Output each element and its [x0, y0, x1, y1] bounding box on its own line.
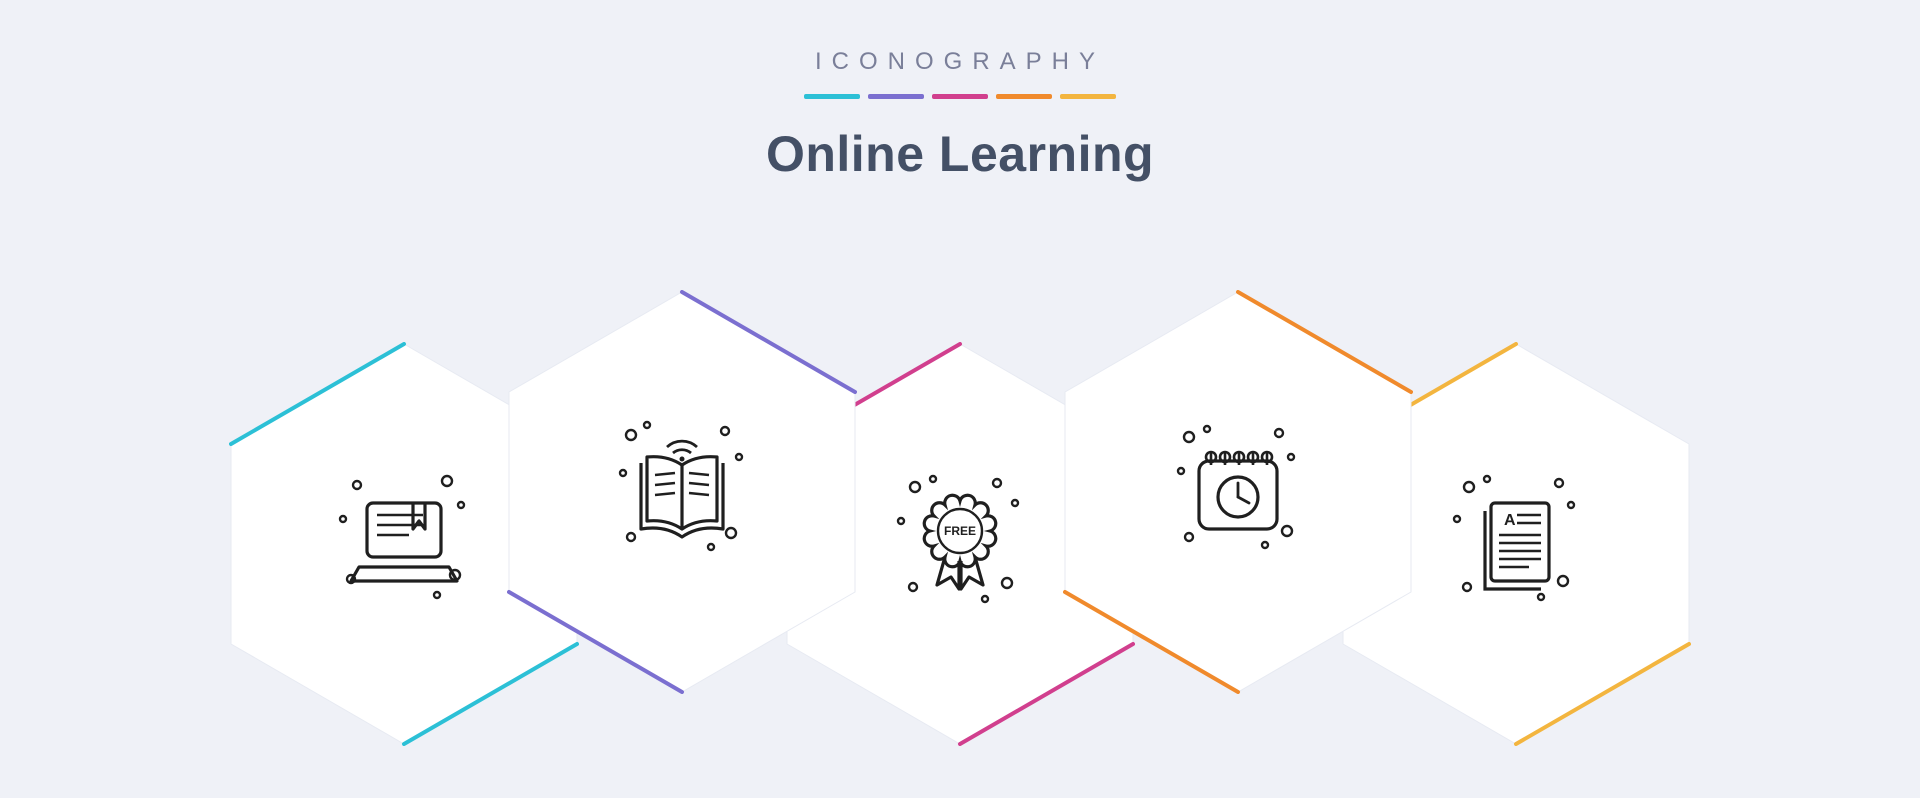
page-title: Online Learning: [0, 125, 1920, 183]
underline-segment: [868, 94, 924, 99]
laptop-bookmark-icon: [329, 469, 479, 619]
underline-row: [0, 94, 1920, 99]
svg-text:A: A: [1504, 512, 1516, 529]
open-book-wifi-icon: [607, 417, 757, 567]
underline-segment: [932, 94, 988, 99]
underline-segment: [996, 94, 1052, 99]
underline-segment: [1060, 94, 1116, 99]
document-a-icon: A: [1441, 469, 1591, 619]
hex-card: [1063, 290, 1413, 694]
underline-segment: [804, 94, 860, 99]
schedule-clock-icon: [1163, 417, 1313, 567]
hex-card: [507, 290, 857, 694]
free-badge-icon: FREE: [885, 469, 1035, 619]
svg-text:FREE: FREE: [944, 524, 976, 538]
icon-row: FREE A: [265, 290, 1655, 694]
brand-label: ICONOGRAPHY: [0, 48, 1920, 76]
